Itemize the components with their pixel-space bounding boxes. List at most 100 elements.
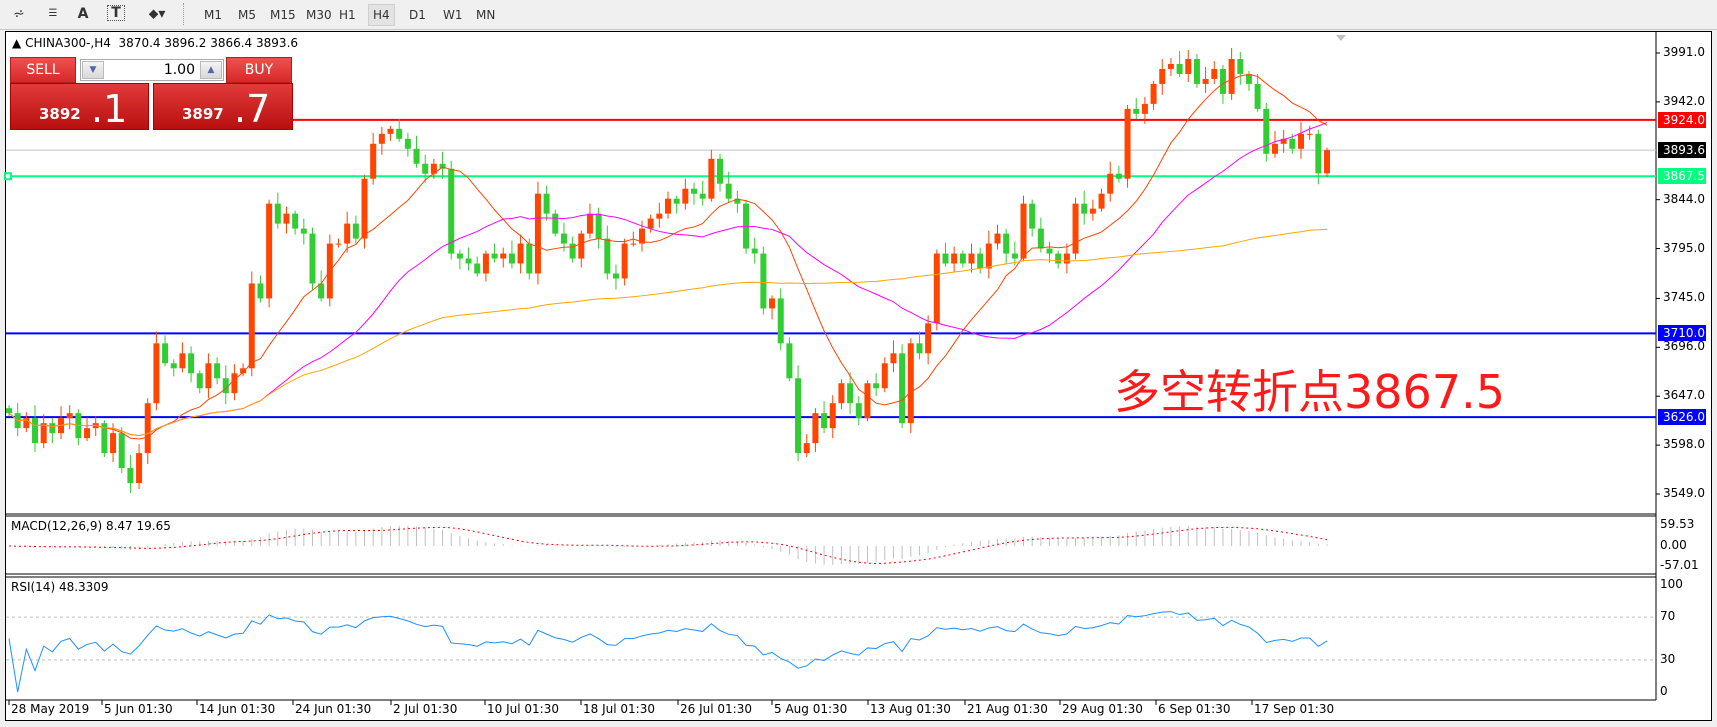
candle-body bbox=[422, 163, 429, 174]
candle-body bbox=[795, 378, 802, 454]
timeframe-m15[interactable]: M15 bbox=[270, 8, 296, 22]
sell-button[interactable]: SELL bbox=[10, 57, 76, 83]
sell-price-pips: .1 bbox=[91, 87, 128, 131]
candle bbox=[1003, 228, 1010, 265]
text-box-icon[interactable]: T bbox=[107, 5, 125, 21]
candle-body bbox=[526, 243, 533, 274]
text-label-icon[interactable]: A bbox=[77, 6, 89, 22]
time-tick-label: 14 Jun 01:30 bbox=[199, 702, 276, 716]
fibonacci-fan-icon[interactable]: ☰ bbox=[48, 8, 58, 19]
lot-size-input[interactable]: ▼ 1.00 ▲ bbox=[80, 59, 224, 81]
candle bbox=[205, 353, 212, 399]
buy-price-pips: .7 bbox=[234, 87, 271, 131]
candle bbox=[370, 132, 377, 185]
candle-body bbox=[916, 343, 923, 354]
candle bbox=[144, 398, 151, 465]
candle bbox=[829, 395, 836, 439]
candle-body bbox=[838, 383, 845, 404]
candle bbox=[266, 199, 273, 308]
candle-body bbox=[717, 158, 724, 184]
timeframe-d1[interactable]: D1 bbox=[409, 8, 426, 22]
chart-shift-marker-icon bbox=[1336, 35, 1346, 41]
candle bbox=[569, 236, 576, 263]
candle-body bbox=[682, 188, 689, 204]
candle-body bbox=[1133, 108, 1140, 114]
collapse-arrow-icon[interactable]: ▲ bbox=[12, 36, 22, 50]
candle-body bbox=[162, 343, 169, 364]
buy-price-button[interactable]: 3897 .7 bbox=[153, 83, 293, 131]
candle bbox=[439, 151, 446, 179]
buy-button[interactable]: BUY bbox=[226, 57, 292, 83]
candle bbox=[500, 247, 507, 268]
timeframe-m1[interactable]: M1 bbox=[204, 8, 222, 22]
candle-body bbox=[751, 248, 758, 254]
lot-decrease-icon[interactable]: ▼ bbox=[82, 61, 104, 79]
candle-body bbox=[725, 183, 732, 199]
candle bbox=[422, 154, 429, 183]
candle bbox=[1159, 58, 1166, 95]
candle-body bbox=[413, 148, 420, 164]
candle bbox=[274, 192, 281, 229]
candle bbox=[595, 207, 602, 249]
candle-body bbox=[1020, 203, 1027, 259]
candle-body bbox=[1271, 143, 1278, 154]
candle-body bbox=[300, 228, 307, 234]
macd-tick-label: -57.01 bbox=[1660, 558, 1699, 573]
candle-body bbox=[1011, 253, 1018, 259]
timeframe-mn[interactable]: MN bbox=[476, 8, 496, 22]
candle bbox=[1176, 51, 1183, 77]
candle bbox=[1020, 195, 1027, 262]
candle-body bbox=[1176, 63, 1183, 74]
lot-increase-icon[interactable]: ▲ bbox=[200, 61, 222, 79]
candle bbox=[66, 405, 73, 430]
annotation-text: 多空转折点3867.5 bbox=[1114, 365, 1505, 419]
timeframe-m30[interactable]: M30 bbox=[306, 8, 332, 22]
candle-body bbox=[1237, 58, 1244, 74]
candle-body bbox=[873, 383, 880, 389]
candle-body bbox=[933, 253, 940, 324]
candle-body bbox=[508, 253, 515, 264]
candle-body bbox=[864, 383, 871, 419]
rsi-tick-label: 30 bbox=[1660, 651, 1676, 666]
candle-body bbox=[214, 363, 221, 379]
candle-body bbox=[1297, 133, 1304, 149]
timeframe-w1[interactable]: W1 bbox=[443, 8, 463, 22]
candle bbox=[162, 335, 169, 367]
candle bbox=[84, 417, 91, 442]
time-tick-label: 13 Aug 01:30 bbox=[870, 702, 951, 716]
arrows-dropdown-icon[interactable]: ⬥▾ bbox=[148, 6, 166, 22]
candle bbox=[1263, 102, 1270, 162]
candle bbox=[318, 270, 325, 302]
candle bbox=[413, 135, 420, 168]
candle-body bbox=[240, 368, 247, 374]
chart-window[interactable] bbox=[5, 31, 1712, 721]
time-tick-label: 28 May 2019 bbox=[11, 702, 90, 716]
candle-body bbox=[465, 258, 472, 264]
candle-body bbox=[994, 233, 1001, 244]
buy-price-main: 3897 bbox=[182, 105, 224, 123]
candle bbox=[708, 149, 715, 202]
candle-body bbox=[274, 203, 281, 224]
candle bbox=[1133, 97, 1140, 119]
level-tag: 3924.0 bbox=[1658, 111, 1706, 128]
candle-body bbox=[1167, 63, 1174, 69]
price-tick-label: 3745.0 bbox=[1663, 290, 1705, 305]
candle bbox=[769, 295, 776, 320]
timeframe-m5[interactable]: M5 bbox=[238, 8, 256, 22]
candle-body bbox=[1228, 58, 1235, 94]
candle-body bbox=[699, 193, 706, 199]
candle-body bbox=[1072, 203, 1079, 254]
candle-body bbox=[222, 378, 229, 394]
candle bbox=[1306, 125, 1313, 140]
timeframe-h1[interactable]: H1 bbox=[339, 8, 356, 22]
candle bbox=[1280, 129, 1287, 153]
candle-body bbox=[32, 418, 39, 444]
candle-body bbox=[248, 283, 255, 369]
candle bbox=[465, 247, 472, 271]
elliott-wave-icon[interactable]: ⩫ bbox=[13, 6, 25, 22]
timeframe-h4[interactable]: H4 bbox=[368, 4, 395, 26]
sell-price-button[interactable]: 3892 .1 bbox=[10, 83, 149, 131]
candle bbox=[1081, 190, 1088, 225]
candle-body bbox=[691, 188, 698, 194]
